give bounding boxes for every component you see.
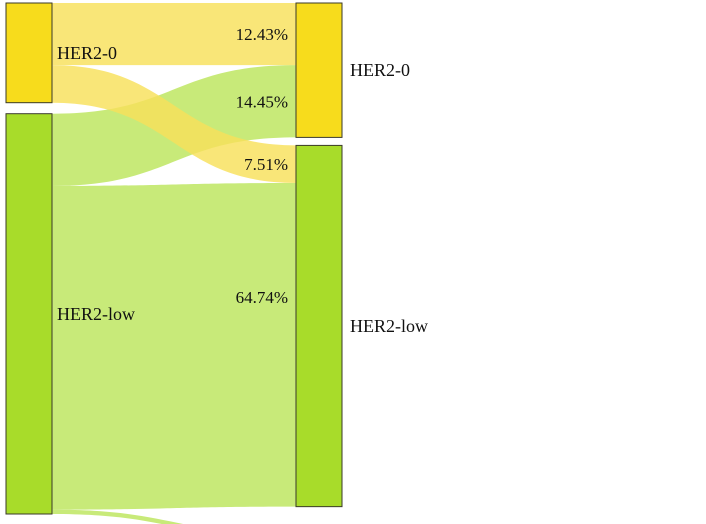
flow-link-s1-t2 (52, 509, 184, 524)
target-node-t1 (295, 144, 343, 508)
flow-value-label: 14.45% (236, 92, 288, 111)
target-node-label: HER2-low (350, 316, 428, 336)
flow-value-label: 7.51% (244, 155, 288, 174)
flow-link-s0-t1 (52, 65, 296, 183)
source-node-label: HER2-0 (57, 43, 117, 63)
source-node-s0 (5, 2, 53, 104)
flow-value-label: 12.43% (236, 25, 288, 44)
target-node-label: HER2-0 (350, 60, 410, 80)
nodes (5, 2, 343, 515)
flow-link-s0-t0 (52, 3, 296, 66)
labels: HER2-0HER2-lowHER2-0HER2-lowHER2-overexp… (57, 25, 428, 336)
flow-links (52, 3, 296, 524)
target-node-t0 (295, 2, 343, 138)
source-node-s1 (5, 113, 53, 515)
flow-link-s1-t1 (52, 182, 296, 510)
flow-value-label: 64.74% (236, 288, 288, 307)
source-node-label: HER2-low (57, 304, 135, 324)
